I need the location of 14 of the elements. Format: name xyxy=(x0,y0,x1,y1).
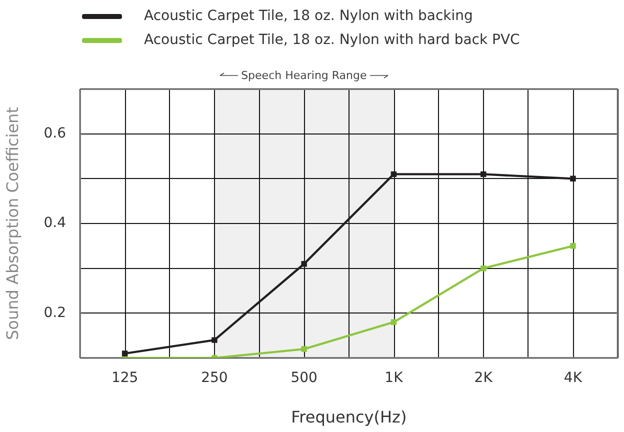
legend-label: Acoustic Carpet Tile, 18 oz. Nylon with backing xyxy=(144,8,473,24)
y-tick-label: 0.4 xyxy=(44,215,66,232)
x-axis-title: Frequency(Hz) xyxy=(291,408,407,427)
y-tick-label: 0.2 xyxy=(44,304,66,321)
x-tick-label: 250 xyxy=(201,370,228,386)
x-tick-label: 500 xyxy=(290,370,318,386)
x-tick-label: 1K xyxy=(384,370,404,386)
x-tick-label: 2K xyxy=(474,370,494,386)
y-axis-title: Sound Absorption Coefficient xyxy=(2,107,22,340)
band-label: Speech Hearing Range xyxy=(241,69,367,82)
y-tick-label: 0.6 xyxy=(44,125,66,142)
x-tick-label: 4K xyxy=(564,370,583,386)
x-tick-label: 125 xyxy=(111,370,138,386)
legend-label: Acoustic Carpet Tile, 18 oz. Nylon with hard back PVC xyxy=(144,32,520,48)
